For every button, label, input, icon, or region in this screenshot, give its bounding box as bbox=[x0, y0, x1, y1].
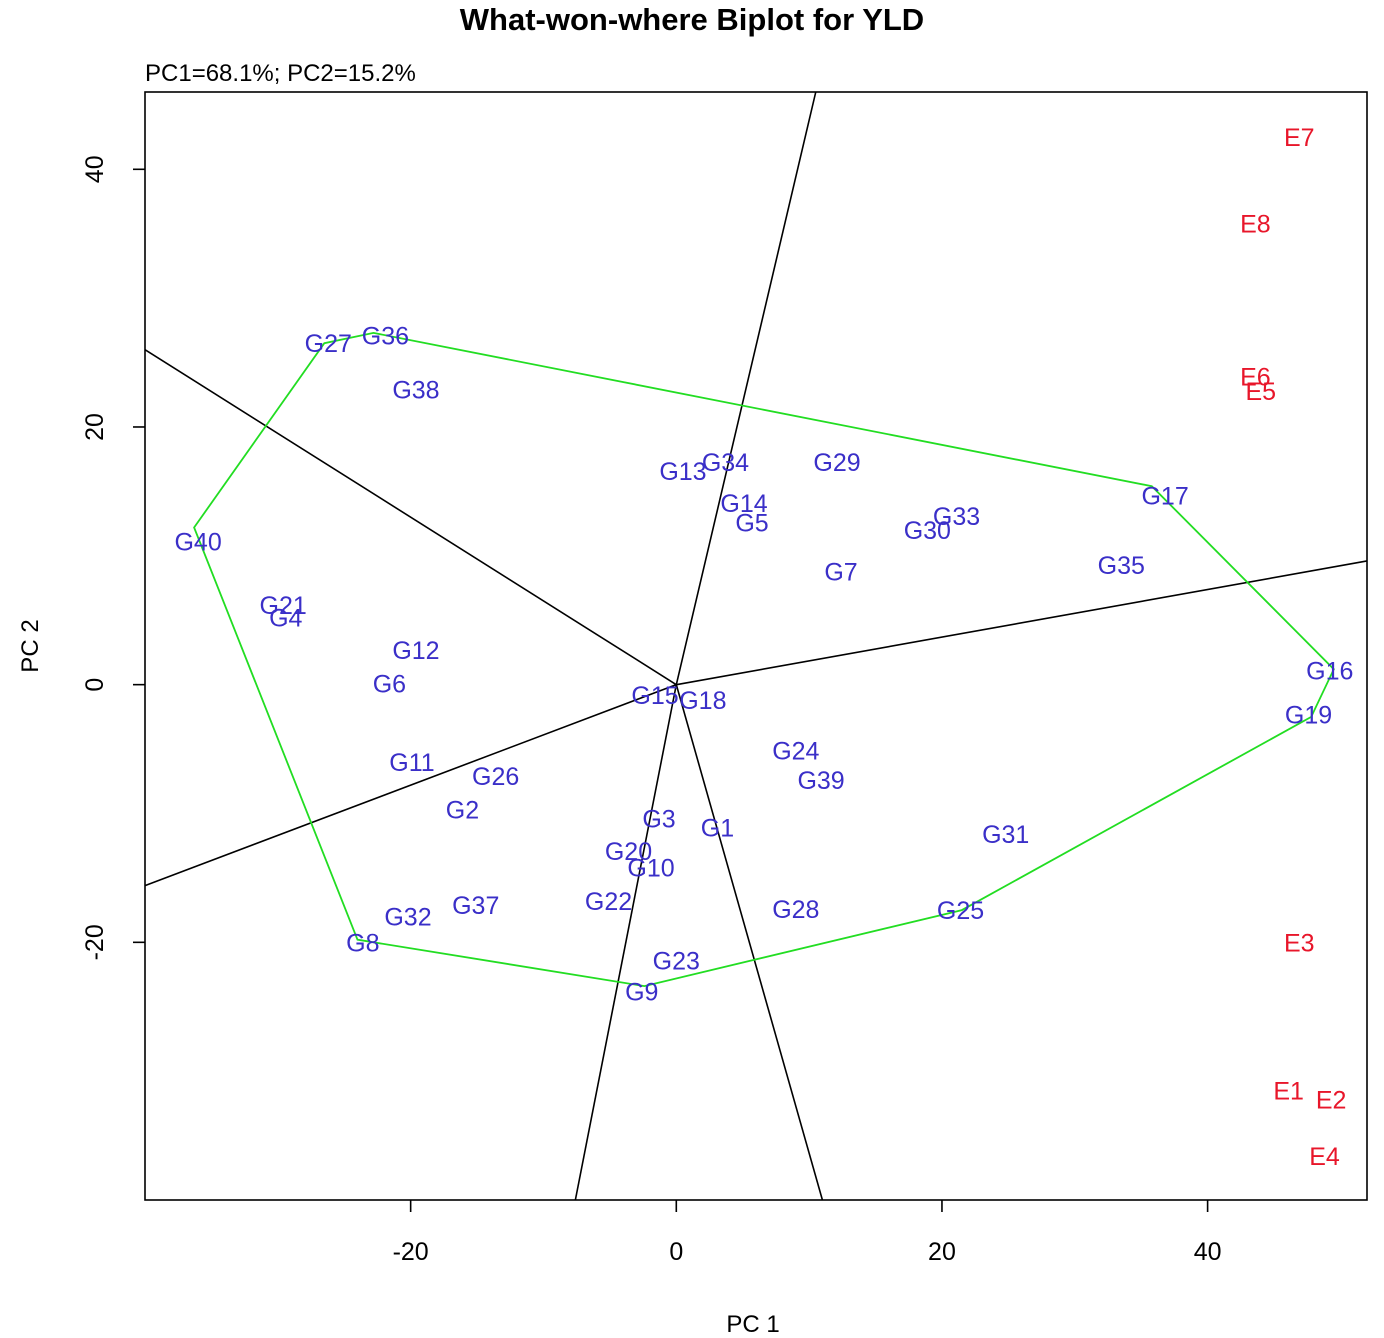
environment-label-e3: E3 bbox=[1284, 929, 1315, 957]
genotype-label-g33: G33 bbox=[933, 503, 980, 531]
environment-label-e6: E6 bbox=[1240, 364, 1271, 392]
y-tick-label: -20 bbox=[81, 924, 109, 960]
environment-label-e7: E7 bbox=[1284, 124, 1315, 152]
genotype-label-g19: G19 bbox=[1285, 701, 1332, 729]
genotype-label-g4: G4 bbox=[269, 605, 302, 633]
genotype-label-g39: G39 bbox=[797, 767, 844, 795]
genotype-label-g22: G22 bbox=[585, 888, 632, 916]
genotype-label-g14: G14 bbox=[720, 490, 767, 518]
y-axis-title: PC 2 bbox=[17, 619, 44, 672]
sector-line-2 bbox=[676, 560, 1368, 686]
genotype-label-g6: G6 bbox=[373, 670, 406, 698]
genotype-label-g31: G31 bbox=[982, 821, 1029, 849]
x-tick-label: -20 bbox=[393, 1238, 429, 1266]
sector-lines-layer bbox=[144, 91, 1368, 1201]
genotype-label-g9: G9 bbox=[625, 978, 658, 1006]
axes-layer: -20 0 20 40 -20 0 20 40 bbox=[81, 155, 1222, 1266]
genotype-label-g15: G15 bbox=[631, 682, 678, 710]
genotype-label-g24: G24 bbox=[772, 737, 819, 765]
environment-label-e1: E1 bbox=[1273, 1077, 1304, 1105]
sector-line-3 bbox=[675, 684, 824, 1201]
genotype-label-g20: G20 bbox=[605, 838, 652, 866]
genotype-label-g38: G38 bbox=[392, 377, 439, 405]
y-tick-label: 40 bbox=[81, 155, 109, 183]
genotype-label-g25: G25 bbox=[937, 897, 984, 925]
y-tick-label: 20 bbox=[81, 413, 109, 441]
genotype-label-g8: G8 bbox=[346, 929, 379, 957]
genotype-label-g27: G27 bbox=[305, 330, 352, 358]
genotype-label-g1: G1 bbox=[701, 815, 734, 843]
genotype-label-g11: G11 bbox=[389, 749, 434, 777]
genotype-label-g12: G12 bbox=[392, 637, 439, 665]
genotype-label-g7: G7 bbox=[824, 558, 857, 586]
x-tick-label: 40 bbox=[1194, 1238, 1222, 1266]
environment-label-e4: E4 bbox=[1309, 1143, 1340, 1171]
environment-label-e2: E2 bbox=[1316, 1087, 1347, 1115]
x-tick-label: 0 bbox=[669, 1238, 683, 1266]
genotype-label-g13: G13 bbox=[659, 458, 706, 486]
genotype-label-g3: G3 bbox=[642, 806, 675, 834]
genotype-label-g2: G2 bbox=[446, 797, 479, 825]
genotype-label-g5: G5 bbox=[735, 509, 768, 537]
hull-layer bbox=[193, 331, 1335, 988]
genotype-label-g21: G21 bbox=[260, 592, 307, 620]
genotype-label-g28: G28 bbox=[772, 896, 819, 924]
y-tick-label: 0 bbox=[81, 678, 109, 692]
genotype-label-g29: G29 bbox=[813, 449, 860, 477]
genotype-label-g23: G23 bbox=[653, 947, 700, 975]
genotype-label-g32: G32 bbox=[384, 904, 431, 932]
environment-label-e5: E5 bbox=[1245, 378, 1276, 406]
x-tick-label: 20 bbox=[928, 1238, 956, 1266]
genotype-label-g16: G16 bbox=[1306, 657, 1353, 685]
sector-line-6 bbox=[144, 348, 677, 686]
sector-line-1 bbox=[675, 91, 817, 685]
chart-subtitle: PC1=68.1%; PC2=15.2% bbox=[145, 60, 416, 87]
genotype-label-g35: G35 bbox=[1098, 552, 1145, 580]
plot-frame bbox=[144, 91, 1368, 1201]
genotype-label-g34: G34 bbox=[702, 449, 749, 477]
environment-label-e8: E8 bbox=[1240, 210, 1271, 238]
sector-line-4 bbox=[574, 684, 678, 1201]
chart-title: What-won-where Biplot for YLD bbox=[459, 2, 925, 37]
genotype-label-g36: G36 bbox=[362, 323, 409, 351]
x-axis-title: PC 1 bbox=[726, 1311, 779, 1338]
genotype-label-g18: G18 bbox=[679, 687, 726, 715]
genotype-label-g26: G26 bbox=[472, 763, 519, 791]
genotype-label-g37: G37 bbox=[452, 892, 499, 920]
genotype-label-g40: G40 bbox=[174, 529, 221, 557]
sector-line-5 bbox=[144, 683, 677, 887]
polygon-hull bbox=[193, 331, 1335, 988]
genotype-label-g30: G30 bbox=[904, 517, 951, 545]
genotype-label-g17: G17 bbox=[1141, 482, 1188, 510]
genotype-label-g10: G10 bbox=[627, 855, 674, 883]
point-labels-layer: G1 G2 G3 G4 G5 G6 G7 G8 G9 G10 G11 G12 G13 G14 G15 G16 G… bbox=[174, 124, 1353, 1171]
